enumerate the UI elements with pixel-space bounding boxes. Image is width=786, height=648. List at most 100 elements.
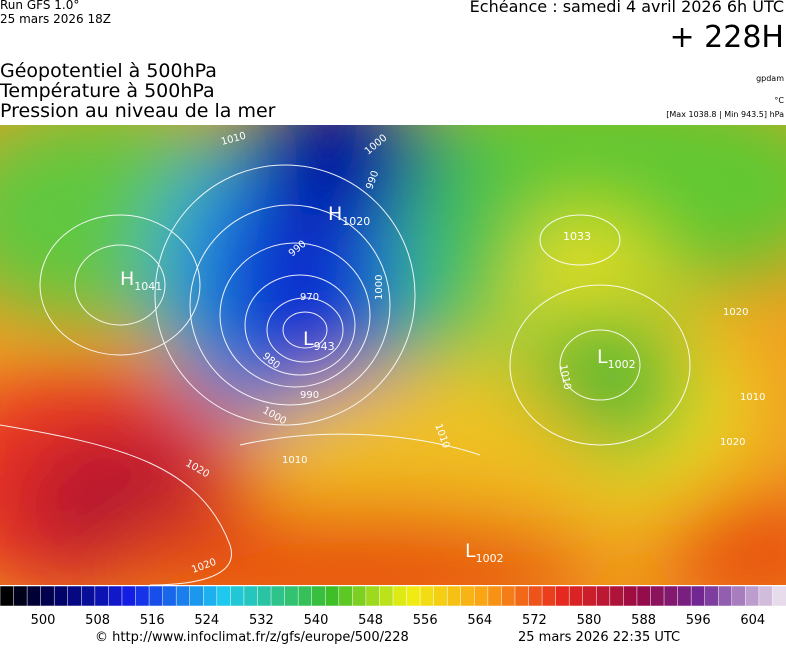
colorbar-swatch bbox=[731, 585, 747, 607]
colorbar-swatch bbox=[257, 585, 272, 607]
isobar-label: 1010 bbox=[282, 455, 307, 466]
center-value: 1020 bbox=[342, 215, 370, 228]
colorbar-swatch bbox=[758, 585, 774, 607]
center-value: 943 bbox=[314, 340, 335, 353]
colorbar: 500 508 516 524 532 540 548 556 564 572 580 588 596 6… bbox=[0, 585, 786, 628]
footer-url: © http://www.infoclimat.fr/z/gfs/europe/… bbox=[95, 630, 409, 645]
colorbar-swatch bbox=[609, 585, 625, 607]
colorbar-label: 596 bbox=[686, 613, 711, 628]
center-value: 1002 bbox=[476, 552, 504, 565]
colorbar-label: 588 bbox=[631, 613, 656, 628]
colorbar-swatch bbox=[446, 585, 462, 607]
colorbar-swatch bbox=[162, 585, 177, 607]
colorbar-swatch bbox=[514, 585, 530, 607]
colorbar-swatch bbox=[311, 585, 326, 607]
colorbar-label: 564 bbox=[467, 613, 492, 628]
colorbar-swatch bbox=[623, 585, 638, 607]
colorbar-swatch bbox=[216, 585, 232, 607]
colorbar-swatch bbox=[487, 585, 503, 607]
colorbar-label: 524 bbox=[194, 613, 219, 628]
pressure-center-value: 1033 bbox=[563, 230, 591, 243]
isobar-label: 1020 bbox=[723, 307, 748, 318]
colorbar-swatch bbox=[650, 585, 665, 607]
colorbar-swatch bbox=[175, 585, 191, 607]
center-letter: H bbox=[120, 268, 134, 290]
colorbar-swatch bbox=[474, 585, 489, 607]
colorbar-swatch bbox=[148, 585, 164, 607]
colorbar-swatch bbox=[392, 585, 408, 607]
colorbar-swatch bbox=[352, 585, 367, 607]
colorbar-swatch bbox=[406, 585, 421, 607]
colorbar-swatch bbox=[690, 585, 706, 607]
colorbar-swatch bbox=[324, 585, 340, 607]
colorbar-swatch bbox=[745, 585, 760, 607]
isobar-label: 970 bbox=[300, 292, 319, 303]
colorbar-label: 516 bbox=[140, 613, 165, 628]
colorbar-label: 532 bbox=[249, 613, 274, 628]
run-date: 25 mars 2026 18Z bbox=[0, 12, 111, 26]
center-letter: L bbox=[465, 540, 476, 562]
colorbar-label: 580 bbox=[577, 613, 602, 628]
colorbar-swatch bbox=[94, 585, 110, 607]
colorbar-swatch bbox=[81, 585, 96, 607]
colorbar-swatch bbox=[135, 585, 150, 607]
isobar-label: 1000 bbox=[374, 275, 385, 300]
isobar-label: 990 bbox=[300, 390, 319, 401]
isobars bbox=[0, 164, 691, 585]
colorbar-swatch bbox=[338, 585, 354, 607]
temperature-field bbox=[0, 125, 786, 585]
colorbar-swatch bbox=[704, 585, 719, 607]
echeance: Echéance : samedi 4 avril 2026 6h UTC bbox=[469, 0, 784, 16]
center-value: 1041 bbox=[134, 280, 162, 293]
colorbar-swatch bbox=[270, 585, 286, 607]
colorbar-swatch bbox=[460, 585, 476, 607]
pressure-center: H1041 bbox=[120, 268, 162, 293]
colorbar-swatch bbox=[0, 585, 15, 607]
colorbar-swatch bbox=[717, 585, 733, 607]
colorbar-label: 508 bbox=[85, 613, 110, 628]
colorbar-swatch bbox=[555, 585, 570, 607]
colorbar-swatch bbox=[636, 585, 652, 607]
colorbar-swatch bbox=[663, 585, 679, 607]
title: Température à 500hPa bbox=[0, 80, 215, 102]
colorbar-label: 556 bbox=[413, 613, 438, 628]
colorbar-swatch bbox=[297, 585, 313, 607]
colorbar-swatch bbox=[541, 585, 557, 607]
title: Pression au niveau de la mer bbox=[0, 100, 276, 122]
isobar-label: 1010 bbox=[740, 392, 765, 403]
isobar-label: 1010 bbox=[557, 364, 572, 391]
colorbar-label: 548 bbox=[358, 613, 383, 628]
run: Run GFS 1.0° bbox=[0, 0, 80, 12]
pressure-center: H1020 bbox=[328, 203, 370, 228]
colorbar-swatch bbox=[26, 585, 42, 607]
colorbar-label: 604 bbox=[740, 613, 765, 628]
colorbar-label: 500 bbox=[31, 613, 56, 628]
colorbar-swatch bbox=[230, 585, 245, 607]
offset: + 228H bbox=[669, 20, 785, 55]
center-value: 1002 bbox=[608, 358, 636, 371]
colorbar-swatch bbox=[53, 585, 69, 607]
colorbar-swatch bbox=[189, 585, 205, 607]
pressure-center: L1002 bbox=[465, 540, 504, 565]
colorbar-swatch bbox=[772, 585, 786, 607]
center-letter: L bbox=[303, 328, 314, 350]
colorbar-swatch bbox=[243, 585, 259, 607]
colorbar-swatch bbox=[677, 585, 692, 607]
colorbar-swatch bbox=[582, 585, 598, 607]
pressure-center: L1002 bbox=[597, 346, 636, 371]
center-letter: H bbox=[328, 203, 342, 225]
colorbar-swatch bbox=[67, 585, 83, 607]
colorbar-label: 540 bbox=[304, 613, 329, 628]
unit: °C bbox=[774, 96, 784, 105]
colorbar-swatch bbox=[596, 585, 611, 607]
isobar-label: 1020 bbox=[720, 437, 745, 448]
colorbar-swatch bbox=[284, 585, 299, 607]
colorbar-label: 572 bbox=[522, 613, 547, 628]
colorbar-swatch bbox=[13, 585, 28, 607]
colorbar-swatch bbox=[365, 585, 381, 607]
colorbar-swatch bbox=[40, 585, 55, 607]
colorbar-swatch bbox=[121, 585, 137, 607]
colorbar-swatch bbox=[433, 585, 448, 607]
title: Géopotentiel à 500hPa bbox=[0, 60, 217, 82]
